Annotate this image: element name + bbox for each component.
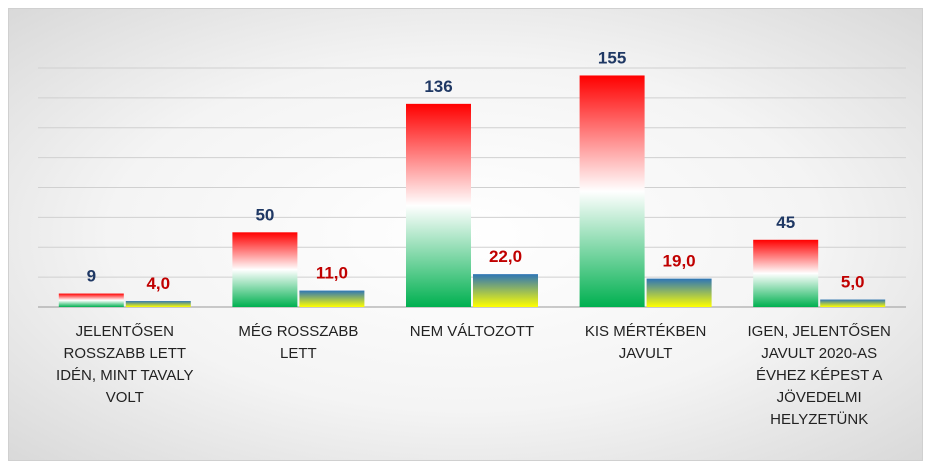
x-tick-label: JELENTŐSEN ROSSZABB LETT IDÉN, MINT TAVA… xyxy=(56,323,194,406)
bar xyxy=(579,75,645,307)
bar xyxy=(125,301,191,307)
bar xyxy=(58,293,124,307)
value-label: 19,0 xyxy=(663,252,696,271)
value-label: 50 xyxy=(255,205,274,224)
bar xyxy=(232,232,298,307)
bar xyxy=(473,274,538,307)
value-label: 9 xyxy=(87,267,96,286)
value-label: 4,0 xyxy=(146,274,170,293)
x-tick-label: MÉG ROSSZABB LETT xyxy=(238,323,359,362)
value-label: 45 xyxy=(776,213,795,232)
value-label: 136 xyxy=(424,77,452,96)
bar xyxy=(646,278,712,307)
x-tick-label: NEM VÁLTOZOTT xyxy=(409,323,535,340)
bar xyxy=(299,290,365,307)
value-label: 5,0 xyxy=(841,273,865,292)
bar xyxy=(820,299,886,307)
value-label: 22,0 xyxy=(489,247,522,266)
x-tick-label: KIS MÉRTÉKBEN JAVULT xyxy=(584,323,707,362)
value-label: 11,0 xyxy=(316,264,348,283)
bar xyxy=(753,239,819,307)
bar xyxy=(406,103,471,307)
x-tick-label: IGEN, JELENTŐSEN JAVULT 2020-AS ÉVHEZ KÉ… xyxy=(747,323,891,428)
value-label: 155 xyxy=(598,48,626,67)
